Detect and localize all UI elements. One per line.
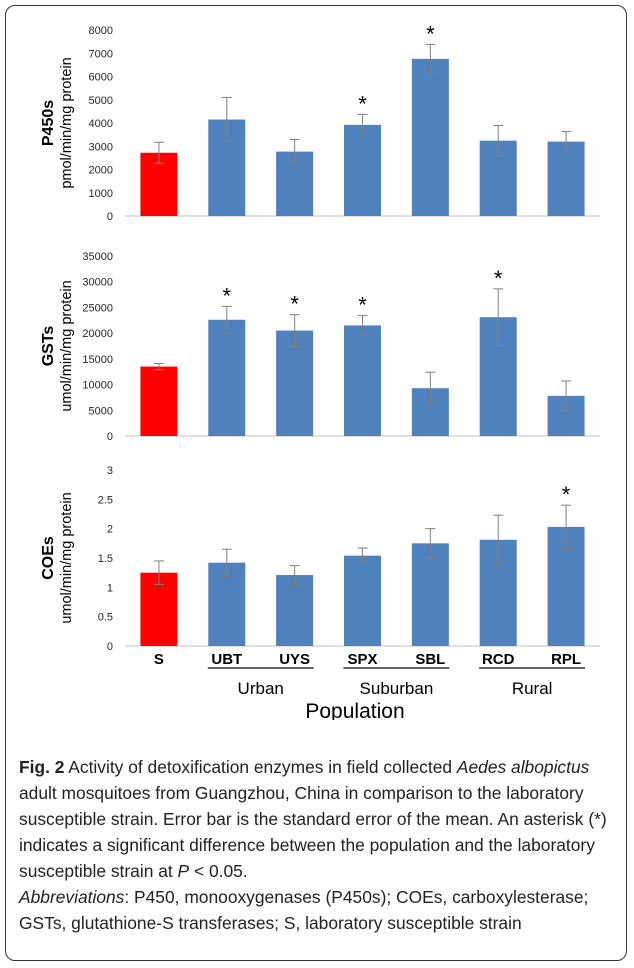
bar — [344, 325, 381, 436]
category-label: SBL — [415, 651, 445, 668]
bar — [411, 58, 449, 216]
caption-text-1: Activity of detoxification enzymes in fi… — [64, 757, 457, 777]
caption-text-2: adult mosquitoes from Guangzhou, China i… — [19, 783, 607, 881]
y-axis-unit: umol/min/mg protein — [59, 280, 75, 411]
category-label: RCD — [482, 651, 515, 668]
significance-asterisk: * — [494, 266, 503, 291]
y-tick-label: 1.5 — [98, 553, 113, 565]
bar — [208, 319, 246, 436]
significance-asterisk: * — [358, 91, 367, 116]
caption-text-3: < 0.05. — [189, 861, 248, 881]
y-tick-label: 0.5 — [98, 612, 113, 624]
group-label: Urban — [238, 679, 284, 698]
group-label: Rural — [512, 679, 553, 698]
y-tick-label: 30000 — [82, 277, 113, 289]
significance-asterisk: * — [562, 482, 571, 507]
figure-caption: Fig. 2 Activity of detoxification enzyme… — [19, 754, 617, 936]
y-tick-label: 1 — [107, 582, 113, 594]
category-label: UBT — [211, 651, 242, 668]
y-tick-label: 35000 — [82, 251, 113, 263]
significance-asterisk: * — [426, 21, 435, 46]
caption-fig-label: Fig. 2 — [19, 757, 65, 777]
y-tick-label: 2.5 — [98, 494, 113, 506]
y-tick-label: 3000 — [89, 141, 113, 153]
category-label: RPL — [551, 651, 581, 668]
y-tick-label: 2 — [107, 524, 113, 536]
significance-asterisk: * — [358, 293, 367, 318]
x-axis-title: Population — [305, 700, 404, 720]
y-tick-label: 7000 — [89, 48, 113, 60]
bar — [276, 575, 314, 646]
y-tick-label: 5000 — [89, 95, 113, 107]
y-axis-title: GSTs — [40, 326, 57, 367]
category-label: UYS — [279, 651, 310, 668]
bar — [140, 366, 178, 436]
significance-asterisk: * — [223, 283, 232, 308]
y-tick-label: 0 — [107, 641, 113, 653]
y-tick-label: 2000 — [89, 165, 113, 177]
y-tick-label: 5000 — [89, 405, 113, 417]
y-axis-title: COEs — [40, 536, 57, 580]
y-axis-title: P450s — [40, 100, 57, 146]
significance-asterisk: * — [290, 292, 299, 317]
caption-text-4: : P450, monooxygenases (P450s); COEs, ca… — [19, 887, 589, 933]
y-tick-label: 20000 — [82, 328, 113, 340]
y-tick-label: 0 — [107, 211, 113, 223]
category-label: S — [154, 651, 164, 668]
y-tick-label: 4000 — [89, 118, 113, 130]
bar-charts: 0 1000 2000 3000 4000 5000 6000 7000 8000 P450s pm… — [40, 21, 600, 720]
bar — [411, 543, 449, 646]
category-label: SPX — [347, 651, 377, 668]
y-tick-label: 6000 — [89, 72, 113, 84]
y-tick-label: 1000 — [89, 188, 113, 200]
y-tick-label: 0 — [107, 431, 113, 443]
y-axis-unit: umol/min/mg protein — [59, 492, 75, 623]
bar — [276, 330, 314, 436]
bar — [344, 124, 381, 216]
caption-abbreviations-label: Abbreviations — [19, 887, 125, 907]
caption-p-symbol: P — [177, 861, 190, 881]
bar — [344, 555, 381, 646]
y-tick-label: 15000 — [82, 354, 113, 366]
figure-frame — [5, 5, 627, 961]
bar — [547, 141, 585, 216]
y-tick-label: 8000 — [89, 25, 113, 37]
y-tick-label: 10000 — [82, 380, 113, 392]
y-tick-label: 3 — [107, 465, 113, 477]
caption-species: Aedes albopictus — [456, 757, 590, 777]
y-tick-label: 25000 — [82, 302, 113, 314]
group-label: Suburban — [360, 679, 434, 698]
y-axis-unit: pmol/min/mg protein — [59, 57, 75, 188]
